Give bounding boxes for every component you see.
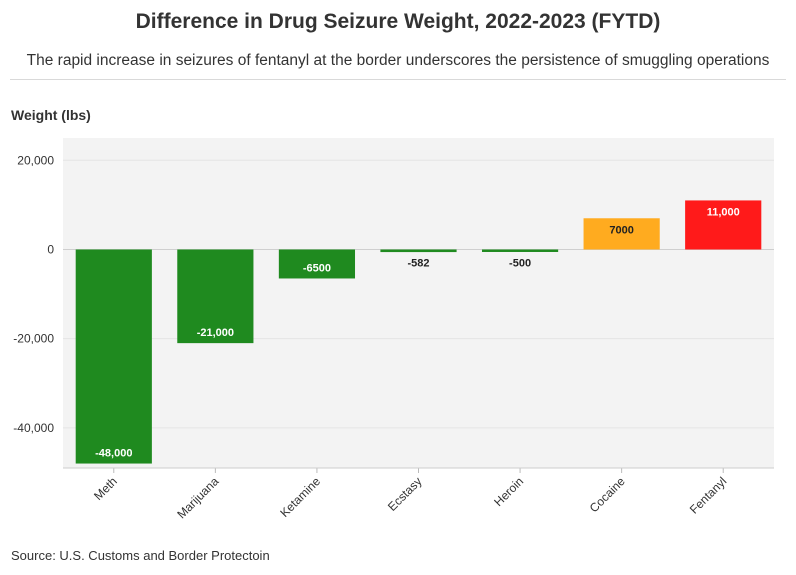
- x-tick-label: Meth: [91, 474, 120, 503]
- bar-fentanyl: [685, 200, 762, 250]
- y-tick-label: -40,000: [13, 421, 54, 435]
- bar-cocaine: [583, 218, 660, 250]
- bar-heroin: [481, 249, 559, 252]
- data-label: -48,000: [95, 448, 132, 460]
- header-divider: [10, 79, 786, 80]
- bar-marijuana: [177, 249, 254, 344]
- data-label: 11,000: [707, 206, 740, 218]
- data-label: -500: [509, 257, 531, 269]
- y-tick-label: 0: [47, 242, 54, 256]
- x-tick-label: Ecstasy: [385, 474, 425, 514]
- bar-meth: [75, 249, 152, 464]
- source-note: Source: U.S. Customs and Border Protecto…: [11, 548, 270, 563]
- chart-subtitle: The rapid increase in seizures of fentan…: [26, 52, 770, 69]
- bar-ketamine: [278, 249, 356, 279]
- data-label: 7000: [609, 224, 633, 236]
- y-tick-label: -20,000: [13, 332, 54, 346]
- y-axis-label: Weight (lbs): [11, 107, 91, 123]
- y-tick-label: 20,000: [17, 153, 54, 167]
- x-tick-label: Fentanyl: [687, 474, 729, 516]
- x-tick-label: Cocaine: [587, 474, 628, 515]
- x-tick-label: Heroin: [491, 474, 526, 509]
- data-label: -6500: [303, 262, 331, 274]
- plot-area: [63, 138, 774, 468]
- x-tick-label: Ketamine: [277, 474, 323, 520]
- data-label: -582: [407, 257, 429, 269]
- data-label: -21,000: [197, 327, 234, 339]
- bar-ecstasy: [380, 249, 457, 253]
- x-tick-label: Marijuana: [174, 474, 221, 521]
- chart-title: Difference in Drug Seizure Weight, 2022-…: [135, 10, 661, 33]
